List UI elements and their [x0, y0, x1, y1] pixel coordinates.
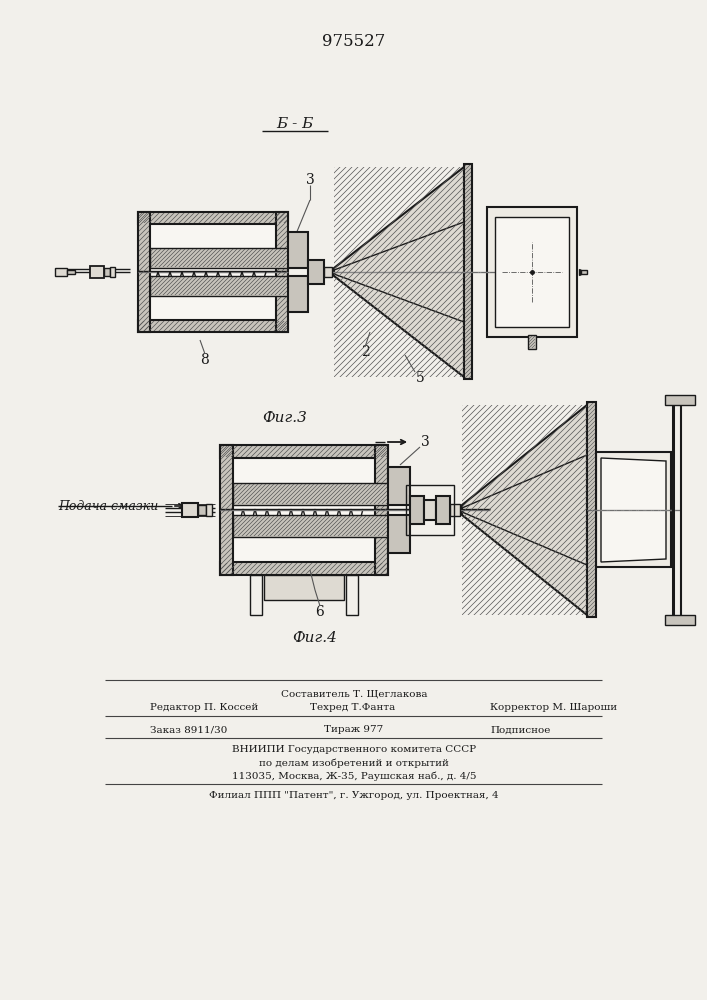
Text: Заказ 8911/30: Заказ 8911/30	[150, 726, 228, 734]
Text: 3: 3	[421, 435, 429, 449]
Bar	[389, 468, 409, 504]
Bar	[596, 452, 671, 567]
Bar	[376, 446, 387, 574]
Bar	[233, 483, 388, 505]
Bar	[150, 224, 276, 320]
Bar	[288, 232, 308, 268]
Bar	[587, 402, 596, 617]
Bar	[150, 248, 288, 268]
Polygon shape	[462, 405, 587, 615]
Bar	[464, 164, 472, 379]
Bar	[198, 505, 206, 515]
Bar	[288, 276, 308, 312]
Text: Составитель Т. Щеглакова: Составитель Т. Щеглакова	[281, 690, 427, 698]
Bar	[110, 267, 115, 277]
Bar	[221, 446, 232, 574]
Bar	[334, 167, 464, 377]
Bar	[424, 500, 436, 520]
Bar	[234, 484, 387, 504]
Bar	[151, 277, 287, 295]
Bar	[233, 515, 388, 537]
Bar	[221, 446, 387, 457]
Bar	[465, 165, 471, 378]
Text: 6: 6	[315, 605, 325, 619]
Bar	[487, 207, 577, 337]
Text: ВНИИПИ Государственного комитета СССР: ВНИИПИ Государственного комитета СССР	[232, 746, 476, 754]
Bar	[450, 504, 460, 516]
Bar	[289, 233, 307, 267]
Bar	[495, 217, 569, 327]
Text: по делам изобретений и открытий: по делам изобретений и открытий	[259, 758, 449, 768]
Bar	[139, 213, 149, 331]
Text: Б - Б: Б - Б	[276, 117, 314, 131]
Bar	[138, 320, 288, 332]
Bar	[528, 335, 536, 349]
Text: 8: 8	[201, 353, 209, 367]
Bar	[436, 496, 450, 524]
Text: Фиг.4: Фиг.4	[293, 631, 337, 645]
Bar	[276, 212, 288, 332]
Bar	[233, 458, 375, 562]
Bar	[206, 504, 212, 516]
Bar	[289, 277, 307, 311]
Text: Корректор М. Шароши: Корректор М. Шароши	[490, 704, 617, 712]
Bar	[665, 395, 695, 405]
Text: Подача смазки: Подача смазки	[58, 499, 158, 512]
Bar	[250, 575, 262, 615]
Text: Тираж 977: Тираж 977	[325, 726, 384, 734]
Bar	[324, 267, 332, 277]
Bar	[581, 270, 587, 274]
Bar	[67, 270, 75, 274]
Bar	[665, 615, 695, 625]
Bar	[221, 563, 387, 574]
Bar	[151, 249, 287, 267]
Bar	[264, 575, 344, 600]
Bar	[388, 467, 410, 505]
Bar	[90, 266, 104, 278]
Bar	[234, 516, 387, 536]
Text: Редактор П. Коссей: Редактор П. Коссей	[150, 704, 258, 712]
Bar	[138, 212, 288, 224]
Bar	[411, 497, 423, 523]
Bar	[389, 516, 409, 552]
Bar	[437, 497, 449, 523]
Bar	[150, 276, 288, 296]
Text: 5: 5	[416, 371, 424, 385]
Text: 3: 3	[305, 173, 315, 187]
Bar	[346, 575, 358, 615]
Bar	[375, 445, 388, 575]
Bar	[55, 268, 67, 276]
Bar	[104, 268, 110, 276]
Bar	[220, 562, 388, 575]
Polygon shape	[334, 167, 464, 377]
Text: 2: 2	[361, 345, 369, 359]
Bar	[529, 336, 535, 348]
Bar	[588, 403, 595, 616]
Bar	[388, 515, 410, 553]
Bar	[277, 213, 287, 331]
Text: Подписное: Подписное	[490, 726, 550, 734]
Text: Филиал ППП "Патент", г. Ужгород, ул. Проектная, 4: Филиал ППП "Патент", г. Ужгород, ул. Про…	[209, 792, 499, 800]
Bar	[139, 213, 287, 223]
Bar	[410, 496, 424, 524]
Polygon shape	[601, 458, 666, 562]
Bar	[182, 503, 198, 517]
Bar	[220, 445, 233, 575]
Bar	[406, 485, 454, 535]
Text: Техред Т.Фанта: Техред Т.Фанта	[310, 704, 395, 712]
Text: Фиг.3: Фиг.3	[262, 411, 308, 425]
Bar	[309, 261, 323, 283]
Bar	[462, 405, 587, 615]
Bar	[139, 321, 287, 331]
Bar	[308, 260, 324, 284]
Bar	[138, 212, 150, 332]
Text: 975527: 975527	[322, 33, 386, 50]
Bar	[220, 445, 388, 458]
Text: 113035, Москва, Ж-35, Раушская наб., д. 4/5: 113035, Москва, Ж-35, Раушская наб., д. …	[232, 771, 477, 781]
